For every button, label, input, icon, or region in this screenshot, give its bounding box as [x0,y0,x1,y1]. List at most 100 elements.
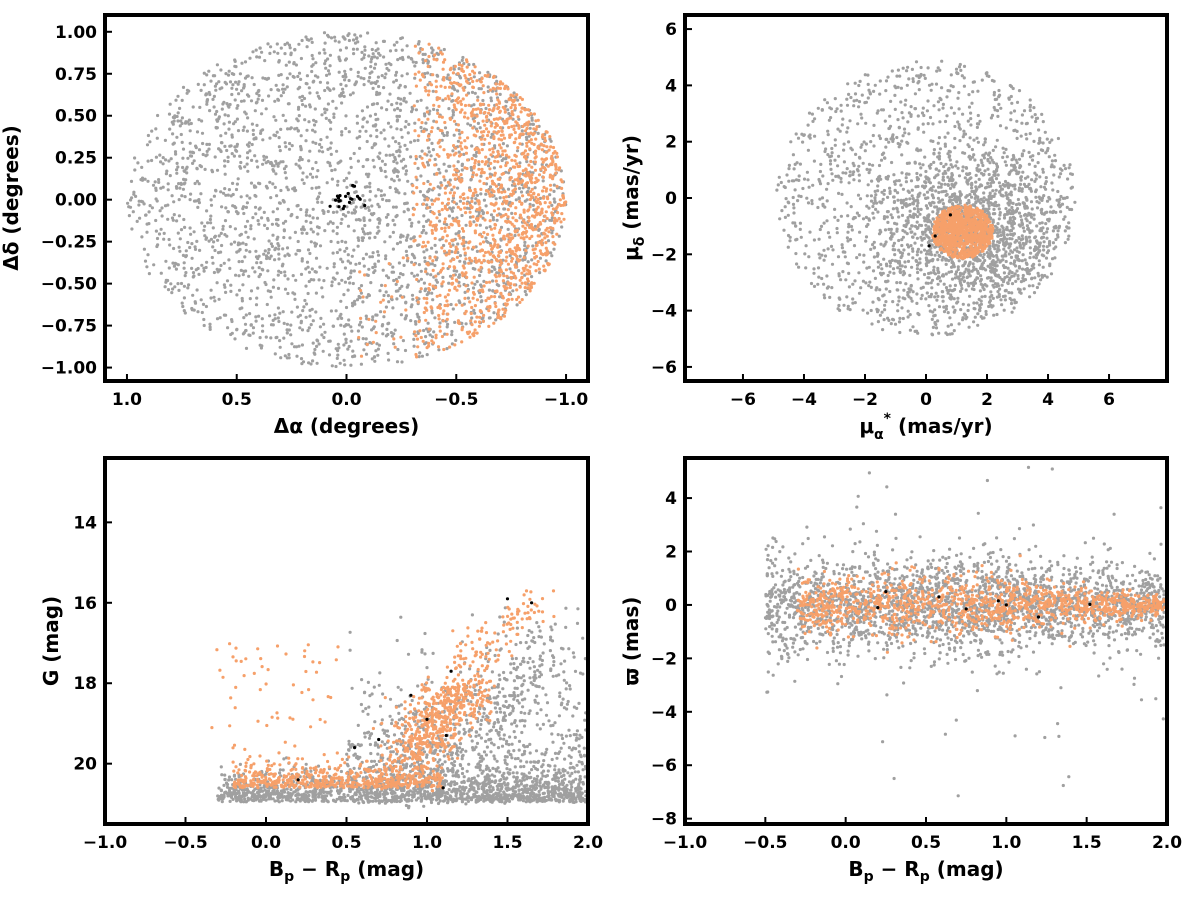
member-star-point [491,86,495,90]
field-star-point [1010,274,1014,278]
member-star-point [487,130,491,134]
member-star-point [431,268,435,272]
field-star-point [294,63,298,67]
field-star-point [181,165,185,170]
member-star-point [497,190,501,194]
member-star-point [475,298,480,302]
field-star-point [370,255,374,259]
field-star-point [481,98,485,103]
member-star-point [454,173,458,177]
field-star-point [213,74,217,78]
member-star-point [493,171,497,175]
member-star-point [464,151,468,155]
field-star-point [249,224,253,228]
member-star-point [414,84,418,88]
field-star-point [419,174,423,178]
field-star-point [248,56,252,60]
field-star-point [368,198,372,202]
field-star-point [415,273,420,277]
field-star-point [175,135,179,139]
field-star-point [174,98,178,102]
field-star-point [1002,271,1007,275]
field-star-point [179,119,183,123]
field-star-point [1030,115,1034,119]
field-star-point [238,154,242,158]
field-star-point [935,69,939,73]
member-star-point [481,84,485,88]
field-star-point [1015,239,1019,243]
field-star-point [172,200,176,204]
field-star-point [1059,194,1063,199]
field-star-point [889,227,893,231]
field-star-point [239,160,243,165]
field-star-point [181,85,186,89]
field-star-point [230,133,234,137]
member-star-point [490,260,494,264]
field-star-point [391,306,395,310]
field-star-point [846,126,850,130]
member-star-point [374,319,378,323]
member-star-point [511,94,515,98]
member-star-point [494,184,499,188]
field-star-point [356,329,360,333]
field-star-point [1044,256,1049,260]
field-star-point [189,121,193,126]
field-star-point [374,81,378,86]
field-star-point [857,179,862,183]
x-tick-label: 0.0 [331,390,361,410]
field-star-point [1020,121,1024,125]
member-star-point [495,123,499,127]
member-star-point [416,300,420,304]
field-star-point [133,168,137,172]
core-star-point [355,194,360,198]
field-star-point [403,125,407,129]
member-star-point [424,89,428,93]
field-star-point [166,288,171,292]
member-star-point [451,71,455,75]
field-star-point [927,83,932,87]
field-star-point [300,38,304,43]
field-star-point [279,356,283,360]
field-star-point [456,242,460,246]
member-star-point [440,115,444,119]
field-star-point [937,169,941,173]
field-star-point [277,257,281,261]
field-star-point [899,183,903,187]
member-star-point [501,82,505,86]
member-star-point [426,240,430,244]
field-star-point [507,194,511,199]
member-star-point [461,192,465,197]
field-star-point [340,133,344,137]
member-star-point [451,238,455,242]
field-star-point [368,236,372,240]
member-star-point [420,121,424,125]
member-star-point [515,297,519,302]
field-star-point [357,261,362,265]
member-star-point [404,308,408,312]
field-star-point [449,302,453,307]
member-star-point [540,157,544,161]
field-star-point [514,198,518,202]
field-star-point [308,172,313,176]
member-star-point [534,227,538,231]
field-star-point [343,280,347,284]
field-star-point [481,212,485,216]
field-star-point [319,316,323,320]
field-star-point [184,254,188,258]
member-star-point [481,240,486,244]
field-star-point [426,190,430,194]
field-star-point [1017,89,1022,93]
member-star-point [505,255,509,259]
member-star-point [435,216,439,220]
field-star-point [934,82,939,86]
field-star-point [477,162,481,167]
field-star-point [176,111,180,115]
field-star-point [997,181,1002,185]
member-star-point [474,134,478,138]
field-star-point [190,308,194,312]
field-star-point [445,76,449,80]
field-star-point [446,73,450,77]
field-star-point [183,225,187,229]
field-star-point [376,47,380,51]
field-star-point [305,45,309,49]
